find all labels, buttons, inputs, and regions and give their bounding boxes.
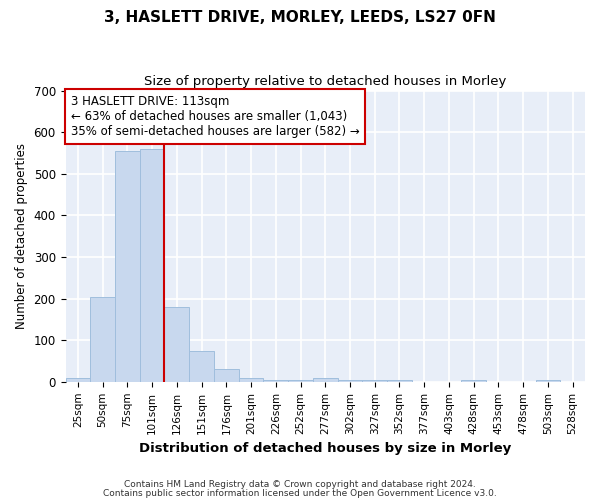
Bar <box>140 149 164 382</box>
X-axis label: Distribution of detached houses by size in Morley: Distribution of detached houses by size … <box>139 442 511 455</box>
Title: Size of property relative to detached houses in Morley: Size of property relative to detached ho… <box>144 75 506 88</box>
Bar <box>263 380 288 382</box>
Bar <box>461 380 486 382</box>
Text: 3, HASLETT DRIVE, MORLEY, LEEDS, LS27 0FN: 3, HASLETT DRIVE, MORLEY, LEEDS, LS27 0F… <box>104 10 496 25</box>
Bar <box>362 380 387 382</box>
Text: 3 HASLETT DRIVE: 113sqm
← 63% of detached houses are smaller (1,043)
35% of semi: 3 HASLETT DRIVE: 113sqm ← 63% of detache… <box>71 95 359 138</box>
Bar <box>536 380 560 382</box>
Y-axis label: Number of detached properties: Number of detached properties <box>15 143 28 329</box>
Bar <box>338 380 362 382</box>
Bar <box>387 380 412 382</box>
Bar <box>189 350 214 382</box>
Bar <box>239 378 263 382</box>
Bar <box>214 370 239 382</box>
Bar <box>65 378 90 382</box>
Bar <box>115 151 140 382</box>
Bar <box>313 378 338 382</box>
Bar <box>90 296 115 382</box>
Bar <box>288 380 313 382</box>
Text: Contains HM Land Registry data © Crown copyright and database right 2024.: Contains HM Land Registry data © Crown c… <box>124 480 476 489</box>
Bar <box>164 307 189 382</box>
Text: Contains public sector information licensed under the Open Government Licence v3: Contains public sector information licen… <box>103 488 497 498</box>
